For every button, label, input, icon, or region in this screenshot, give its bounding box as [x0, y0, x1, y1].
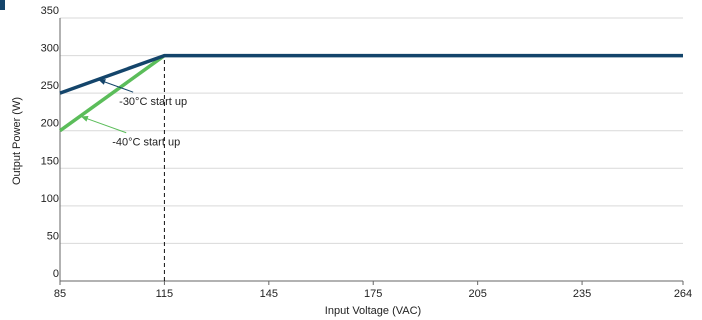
x-tick-label-145: 145	[260, 288, 278, 300]
annotations: -30°C start up -40°C start up	[80, 79, 187, 149]
y-tick-label-250: 250	[41, 80, 59, 92]
axes	[59, 18, 684, 285]
x-tick-label-235: 235	[573, 288, 591, 300]
gridlines	[60, 17, 683, 244]
annotation-arrow-1	[80, 115, 127, 134]
tick-labels: 0 50 100 150 200 250 300 350 85 115 145 175 205 235 26…	[41, 5, 693, 300]
x-tick-label-115: 115	[156, 288, 174, 300]
y-tick-label-0: 0	[53, 268, 59, 280]
series-lines	[58, 53, 683, 133]
y-tick-label-100: 100	[41, 193, 59, 205]
x-tick-label-264: 264	[674, 288, 692, 300]
series-line-0	[59, 53, 683, 95]
x-axis-title: Input Voltage (VAC)	[325, 305, 421, 317]
annotation-label-1: -40°C start up	[112, 137, 180, 149]
x-tick-label-205: 205	[468, 288, 486, 300]
y-tick-label-300: 300	[41, 43, 59, 55]
y-tick-label-200: 200	[41, 118, 59, 130]
corner-marker	[0, 0, 5, 10]
y-tick-label-50: 50	[47, 230, 59, 242]
annotation-label-0: -30°C start up	[119, 96, 187, 108]
series-line-1	[58, 54, 166, 133]
y-tick-label-350: 350	[41, 5, 59, 17]
x-tick-label-175: 175	[364, 288, 382, 300]
y-axis-title: Output Power (W)	[11, 97, 23, 185]
x-tick-label-85: 85	[54, 288, 66, 300]
annotation-arrowhead-0	[98, 79, 106, 85]
annotation-arrowhead-1	[80, 115, 89, 122]
y-tick-label-150: 150	[41, 155, 59, 167]
